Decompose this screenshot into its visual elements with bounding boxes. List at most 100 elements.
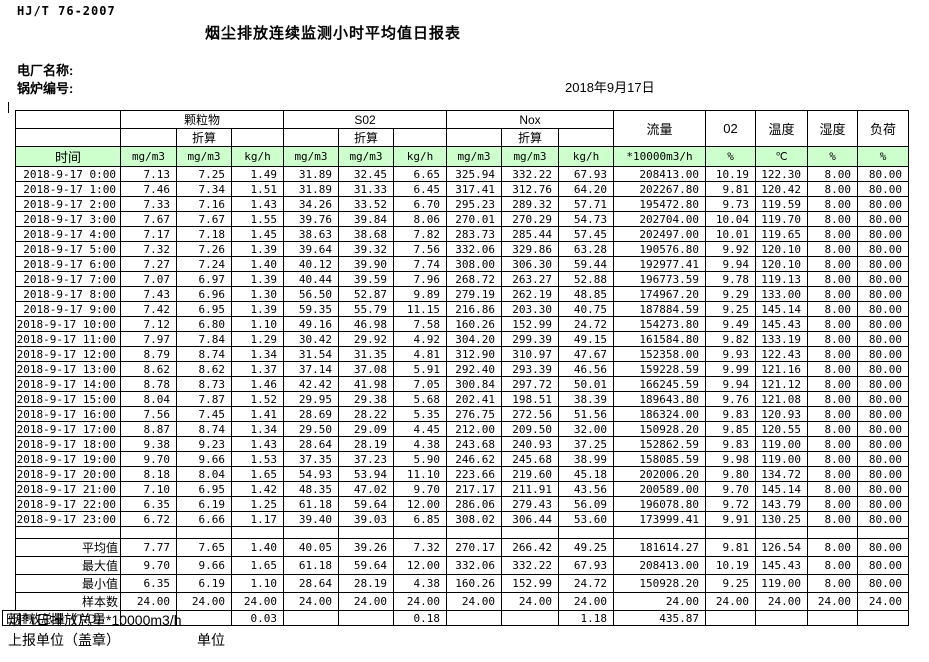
summary-cell: 24.00 — [393, 592, 447, 611]
data-cell: 295.23 — [446, 196, 502, 212]
unit-so2-mg: mg/m3 — [283, 146, 339, 167]
data-cell: 50.01 — [558, 376, 614, 392]
data-cell: 9.85 — [705, 421, 756, 437]
data-cell: 28.64 — [283, 436, 339, 452]
data-cell: 38.39 — [558, 391, 614, 407]
data-cell: 152862.59 — [613, 436, 706, 452]
data-cell: 7.16 — [176, 196, 232, 212]
data-cell: 9.29 — [705, 286, 756, 302]
data-cell: 8.00 — [807, 346, 858, 362]
data-cell: 37.35 — [283, 451, 339, 467]
daily-total-cell — [446, 610, 502, 626]
data-cell: 64.20 — [558, 181, 614, 197]
data-cell: 8.00 — [807, 181, 858, 197]
data-cell: 7.34 — [176, 181, 232, 197]
so2-sub-spacer — [393, 128, 447, 147]
time-cell: 2018-9-17 21:00 — [15, 481, 121, 497]
data-cell: 9.70 — [705, 481, 756, 497]
data-cell: 7.67 — [176, 211, 232, 227]
time-cell: 2018-9-17 9:00 — [15, 301, 121, 317]
data-cell: 9.66 — [176, 451, 232, 467]
data-cell: 7.10 — [120, 481, 177, 497]
summary-cell: 28.19 — [338, 574, 394, 593]
unit-pm-converted-mg: mg/m3 — [176, 146, 232, 167]
data-cell: 300.84 — [446, 376, 502, 392]
data-cell: 38.63 — [283, 226, 339, 242]
data-cell: 119.59 — [755, 196, 808, 212]
data-cell: 120.42 — [755, 181, 808, 197]
data-cell: 46.56 — [558, 361, 614, 377]
data-cell: 187884.59 — [613, 301, 706, 317]
summary-cell: 332.22 — [501, 556, 559, 575]
data-cell: 1.53 — [231, 451, 284, 467]
data-cell: 80.00 — [857, 361, 909, 377]
empty-cell — [613, 526, 706, 539]
summary-cell: 208413.00 — [613, 556, 706, 575]
col-header-temp: 温度 — [755, 110, 808, 147]
data-cell: 80.00 — [857, 316, 909, 332]
data-cell: 56.09 — [558, 496, 614, 512]
data-cell: 8.00 — [807, 271, 858, 287]
data-cell: 8.00 — [807, 436, 858, 452]
data-cell: 240.93 — [501, 436, 559, 452]
data-cell: 6.96 — [176, 286, 232, 302]
data-cell: 1.29 — [231, 331, 284, 347]
data-cell: 32.45 — [338, 166, 394, 182]
data-cell: 120.93 — [755, 406, 808, 422]
summary-cell: 24.00 — [807, 592, 858, 611]
data-cell: 28.69 — [283, 406, 339, 422]
data-cell: 289.32 — [501, 196, 559, 212]
data-cell: 7.13 — [120, 166, 177, 182]
time-cell: 2018-9-17 5:00 — [15, 241, 121, 257]
data-cell: 262.19 — [501, 286, 559, 302]
data-cell: 51.56 — [558, 406, 614, 422]
data-cell: 7.26 — [176, 241, 232, 257]
data-cell: 270.01 — [446, 211, 502, 227]
data-cell: 133.19 — [755, 331, 808, 347]
daily-total-cell: 1.18 — [558, 610, 614, 626]
table-row: 2018-9-17 17:00 8.87 8.74 1.34 29.50 29.09 4.4… — [15, 421, 909, 437]
summary-cell: 24.00 — [231, 592, 284, 611]
summary-cell: 9.81 — [705, 538, 756, 557]
data-cell: 10.19 — [705, 166, 756, 182]
data-cell: 1.17 — [231, 511, 284, 527]
data-cell: 173999.41 — [613, 511, 706, 527]
data-cell: 212.00 — [446, 421, 502, 437]
data-cell: 37.25 — [558, 436, 614, 452]
data-cell: 11.10 — [393, 466, 447, 482]
data-cell: 39.64 — [283, 241, 339, 257]
data-cell: 67.93 — [558, 166, 614, 182]
data-cell: 29.38 — [338, 391, 394, 407]
data-cell: 6.66 — [176, 511, 232, 527]
data-cell: 31.89 — [283, 166, 339, 182]
data-cell: 6.19 — [176, 496, 232, 512]
data-cell: 1.55 — [231, 211, 284, 227]
table-row: 2018-9-17 11:00 7.97 7.84 1.29 30.42 29.92 4.9… — [15, 331, 909, 347]
data-cell: 121.08 — [755, 391, 808, 407]
data-cell: 37.08 — [338, 361, 394, 377]
table-row: 2018-9-17 1:00 7.46 7.34 1.51 31.89 31.33 6.45… — [15, 181, 909, 197]
data-cell: 6.45 — [393, 181, 447, 197]
summary-cell: 152.99 — [501, 574, 559, 593]
data-cell: 8.62 — [176, 361, 232, 377]
data-cell: 80.00 — [857, 421, 909, 437]
data-cell: 8.74 — [176, 421, 232, 437]
data-cell: 152.99 — [501, 316, 559, 332]
table-row: 2018-9-17 21:00 7.10 6.95 1.42 48.35 47.02 9.7… — [15, 481, 909, 497]
data-cell: 80.00 — [857, 241, 909, 257]
time-header-spacer2 — [15, 128, 121, 147]
col-header-o2: 02 — [705, 110, 756, 147]
summary-row: 样本数 24.00 24.00 24.00 24.00 24.00 24.00 24.00 24… — [15, 592, 909, 611]
time-cell: 2018-9-17 13:00 — [15, 361, 121, 377]
daily-total-cell — [755, 610, 808, 626]
data-cell: 31.54 — [283, 346, 339, 362]
data-cell: 4.45 — [393, 421, 447, 437]
data-cell: 49.15 — [558, 331, 614, 347]
data-cell: 7.67 — [120, 211, 177, 227]
data-cell: 8.00 — [807, 496, 858, 512]
data-cell: 8.00 — [807, 481, 858, 497]
data-cell: 1.30 — [231, 286, 284, 302]
empty-cell — [446, 526, 502, 539]
data-cell: 1.65 — [231, 466, 284, 482]
data-cell: 80.00 — [857, 511, 909, 527]
